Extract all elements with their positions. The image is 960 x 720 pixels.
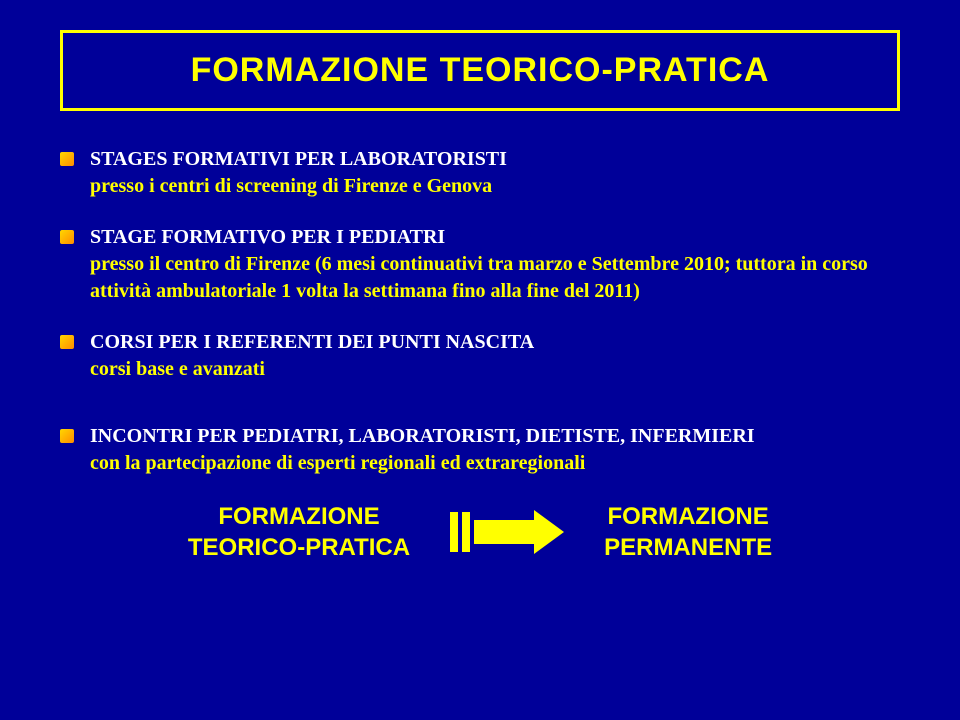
item-body: presso il centro di Firenze (6 mesi cont… bbox=[90, 253, 868, 302]
footer-left-line1: FORMAZIONE bbox=[218, 503, 379, 530]
item-body: presso i centri di screening di Firenze … bbox=[90, 175, 492, 197]
list-item: CORSI PER I REFERENTI DEI PUNTI NASCITA … bbox=[60, 329, 920, 383]
arrow-head bbox=[534, 510, 564, 554]
arrow-bar bbox=[450, 512, 458, 552]
bullet-list: STAGES FORMATIVI PER LABORATORISTI press… bbox=[40, 146, 920, 477]
item-heading: CORSI PER I REFERENTI DEI PUNTI NASCITA bbox=[90, 331, 534, 353]
footer-left-label: FORMAZIONE TEORICO-PRATICA bbox=[188, 501, 410, 563]
title-box: FORMAZIONE TEORICO-PRATICA bbox=[60, 30, 900, 111]
list-item: STAGE FORMATIVO PER I PEDIATRI presso il… bbox=[60, 224, 920, 305]
footer-row: FORMAZIONE TEORICO-PRATICA FORMAZIONE PE… bbox=[40, 501, 920, 563]
footer-left-line2: TEORICO-PRATICA bbox=[188, 534, 410, 561]
item-heading: INCONTRI PER PEDIATRI, LABORATORISTI, DI… bbox=[90, 425, 755, 447]
list-item: STAGES FORMATIVI PER LABORATORISTI press… bbox=[60, 146, 920, 200]
item-heading: STAGE FORMATIVO PER I PEDIATRI bbox=[90, 226, 445, 248]
footer-right-label: FORMAZIONE PERMANENTE bbox=[604, 501, 772, 563]
arrow-bar bbox=[462, 512, 470, 552]
footer-right-line1: FORMAZIONE bbox=[607, 503, 768, 530]
list-item: INCONTRI PER PEDIATRI, LABORATORISTI, DI… bbox=[60, 423, 920, 477]
page-title: FORMAZIONE TEORICO-PRATICA bbox=[93, 51, 867, 90]
item-body: con la partecipazione di esperti regiona… bbox=[90, 452, 585, 474]
arrow-icon bbox=[450, 510, 564, 554]
arrow-bars bbox=[450, 512, 470, 552]
item-body: corsi base e avanzati bbox=[90, 358, 265, 380]
item-heading: STAGES FORMATIVI PER LABORATORISTI bbox=[90, 148, 507, 170]
arrow-body bbox=[474, 520, 534, 544]
footer-right-line2: PERMANENTE bbox=[604, 534, 772, 561]
